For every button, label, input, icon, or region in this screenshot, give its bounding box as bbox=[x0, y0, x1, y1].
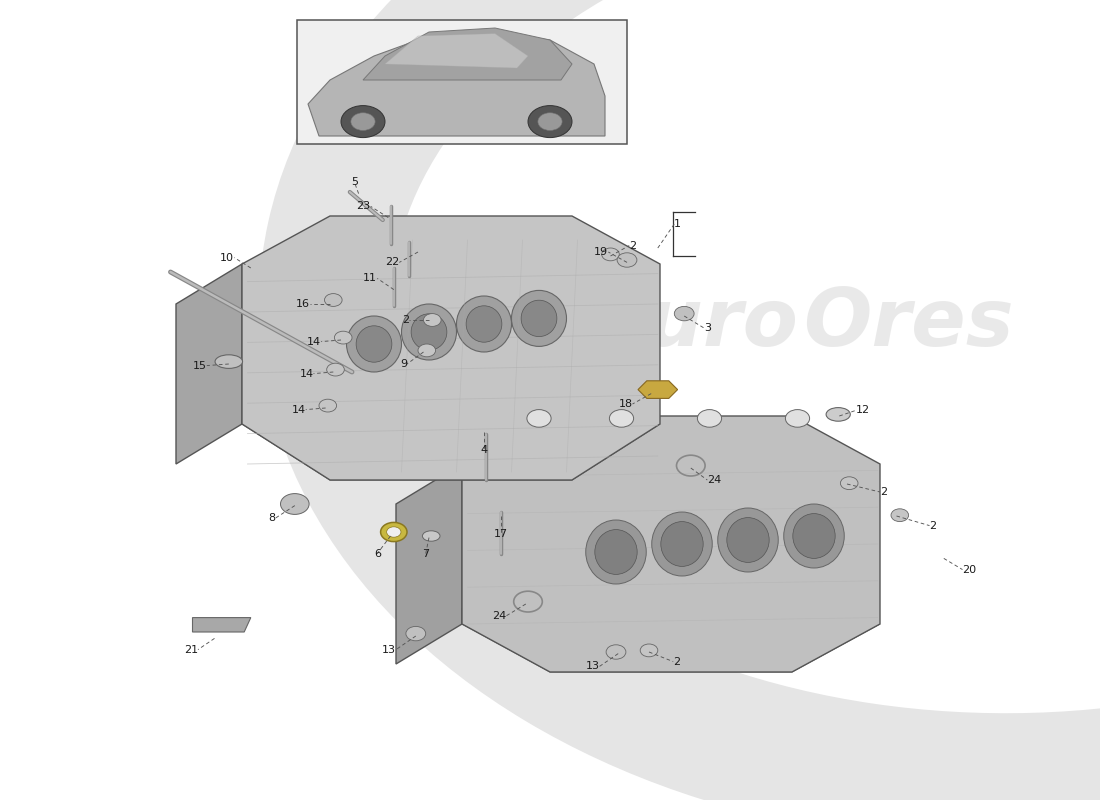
Text: 16: 16 bbox=[296, 299, 310, 309]
Circle shape bbox=[418, 344, 436, 357]
Text: 7: 7 bbox=[422, 549, 429, 558]
Ellipse shape bbox=[651, 512, 713, 576]
Ellipse shape bbox=[387, 527, 402, 538]
Ellipse shape bbox=[717, 508, 779, 572]
Circle shape bbox=[640, 644, 658, 657]
Bar bbox=[297, 20, 627, 144]
Ellipse shape bbox=[356, 326, 392, 362]
Text: 14: 14 bbox=[292, 405, 306, 414]
Text: 21: 21 bbox=[184, 645, 198, 654]
Polygon shape bbox=[242, 420, 660, 480]
Polygon shape bbox=[462, 416, 880, 672]
Circle shape bbox=[527, 410, 551, 427]
Polygon shape bbox=[176, 264, 242, 464]
Circle shape bbox=[319, 399, 337, 412]
Ellipse shape bbox=[793, 514, 835, 558]
Polygon shape bbox=[192, 618, 251, 632]
Polygon shape bbox=[462, 608, 880, 672]
Circle shape bbox=[334, 331, 352, 344]
Text: 1: 1 bbox=[674, 219, 681, 229]
Circle shape bbox=[351, 113, 375, 130]
Text: 13: 13 bbox=[382, 645, 396, 654]
Polygon shape bbox=[385, 34, 528, 68]
Circle shape bbox=[785, 410, 810, 427]
Ellipse shape bbox=[381, 522, 407, 542]
Circle shape bbox=[674, 306, 694, 321]
Circle shape bbox=[697, 410, 722, 427]
Text: 8: 8 bbox=[268, 514, 275, 523]
Text: 2: 2 bbox=[629, 241, 636, 250]
Circle shape bbox=[424, 314, 441, 326]
Text: 6: 6 bbox=[374, 549, 381, 558]
Circle shape bbox=[324, 294, 342, 306]
Ellipse shape bbox=[512, 290, 566, 346]
Circle shape bbox=[538, 113, 562, 130]
Ellipse shape bbox=[783, 504, 845, 568]
Text: 10: 10 bbox=[220, 253, 234, 262]
Circle shape bbox=[609, 410, 634, 427]
Circle shape bbox=[840, 477, 858, 490]
Polygon shape bbox=[396, 464, 462, 664]
Text: 2: 2 bbox=[403, 315, 409, 325]
Ellipse shape bbox=[402, 304, 456, 360]
Text: 5: 5 bbox=[351, 177, 358, 186]
Text: #d4c96a: #d4c96a bbox=[688, 571, 694, 572]
Text: euro: euro bbox=[591, 285, 798, 363]
Circle shape bbox=[606, 645, 626, 659]
Text: 2: 2 bbox=[880, 487, 887, 497]
Polygon shape bbox=[242, 216, 660, 480]
Circle shape bbox=[341, 106, 385, 138]
Text: 15: 15 bbox=[192, 361, 207, 370]
Text: 2: 2 bbox=[673, 657, 680, 666]
Text: 14: 14 bbox=[307, 337, 321, 346]
Text: 20: 20 bbox=[962, 565, 977, 574]
Text: 23: 23 bbox=[356, 202, 371, 211]
Text: 24: 24 bbox=[707, 475, 722, 485]
Ellipse shape bbox=[595, 530, 637, 574]
Ellipse shape bbox=[661, 522, 703, 566]
Circle shape bbox=[280, 494, 309, 514]
Text: 22: 22 bbox=[385, 258, 399, 267]
Circle shape bbox=[602, 248, 619, 261]
Text: 11: 11 bbox=[363, 274, 377, 283]
Ellipse shape bbox=[346, 316, 402, 372]
Ellipse shape bbox=[826, 407, 850, 421]
Text: 19: 19 bbox=[594, 247, 608, 257]
Polygon shape bbox=[638, 381, 678, 398]
Text: 14: 14 bbox=[299, 369, 314, 378]
Ellipse shape bbox=[411, 314, 447, 350]
Text: 9: 9 bbox=[400, 359, 407, 369]
Text: 24: 24 bbox=[492, 611, 506, 621]
Ellipse shape bbox=[456, 296, 512, 352]
Ellipse shape bbox=[585, 520, 647, 584]
Ellipse shape bbox=[466, 306, 502, 342]
Ellipse shape bbox=[521, 300, 557, 337]
Text: Ores: Ores bbox=[803, 285, 1013, 363]
Text: 18: 18 bbox=[618, 399, 632, 409]
Text: 3: 3 bbox=[704, 323, 711, 333]
Text: a passion for parts since 1985: a passion for parts since 1985 bbox=[539, 564, 781, 612]
Ellipse shape bbox=[214, 354, 242, 368]
Ellipse shape bbox=[727, 518, 769, 562]
Text: 12: 12 bbox=[856, 406, 870, 415]
Circle shape bbox=[528, 106, 572, 138]
Circle shape bbox=[891, 509, 909, 522]
Circle shape bbox=[617, 253, 637, 267]
Text: 17: 17 bbox=[494, 529, 507, 538]
Ellipse shape bbox=[422, 531, 440, 542]
Polygon shape bbox=[363, 28, 572, 80]
Text: 13: 13 bbox=[585, 662, 600, 671]
Polygon shape bbox=[308, 32, 605, 136]
Text: 4: 4 bbox=[481, 445, 487, 454]
Circle shape bbox=[327, 363, 344, 376]
Text: 2: 2 bbox=[930, 521, 936, 530]
Circle shape bbox=[406, 626, 426, 641]
